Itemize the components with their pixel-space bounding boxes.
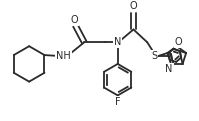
- Text: N: N: [114, 37, 121, 47]
- Text: O: O: [175, 37, 182, 47]
- Text: O: O: [71, 15, 78, 25]
- Text: O: O: [130, 1, 137, 11]
- Text: N: N: [165, 64, 173, 74]
- Text: NH: NH: [56, 51, 71, 61]
- Text: F: F: [115, 97, 121, 107]
- Text: S: S: [151, 51, 157, 61]
